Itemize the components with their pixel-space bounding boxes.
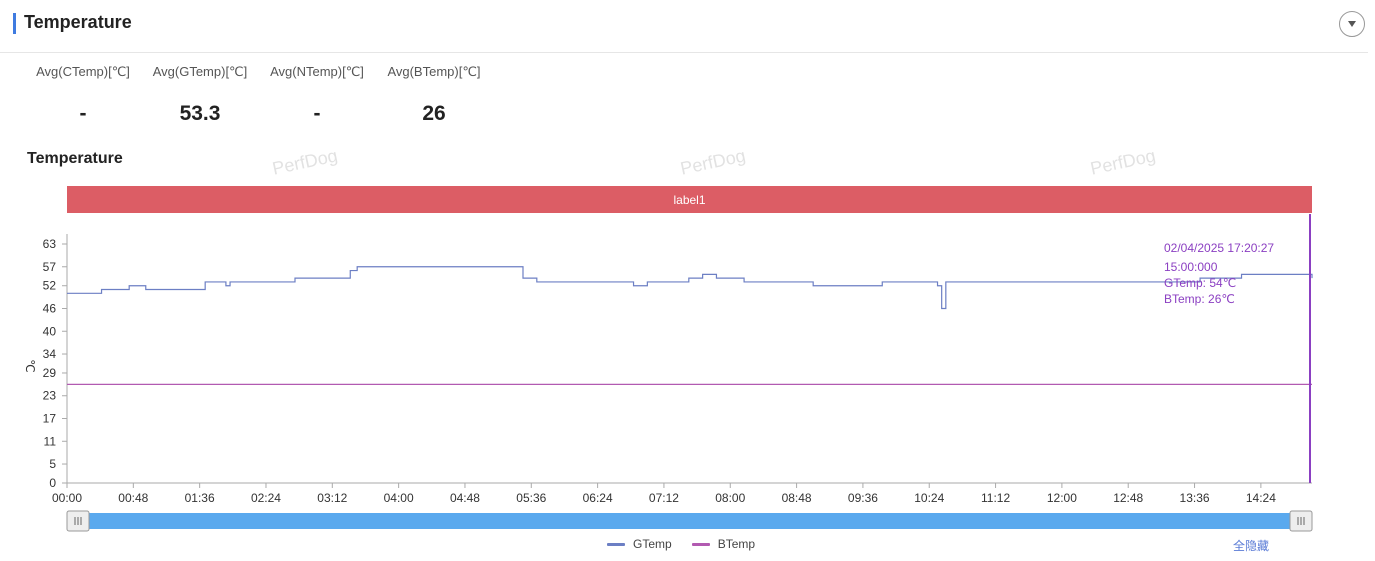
x-tick-label: 12:00 [1047,491,1077,505]
collapse-button[interactable] [1339,11,1365,37]
y-tick-label: 11 [44,434,57,448]
x-tick-label: 05:36 [516,491,546,505]
hide-all-button[interactable]: 全隐藏 [1233,539,1270,553]
tooltip-time: 02/04/2025 17:20:27 [1164,241,1274,255]
x-tick-label: 00:48 [118,491,148,505]
stat-value: 26 [422,102,446,125]
y-axis-label: ℃ [23,359,37,372]
y-tick-label: 52 [43,279,57,293]
y-tick-label: 23 [43,389,57,403]
stat-gtemp: Avg(GTemp)[℃] 53.3 [140,62,260,126]
label-band [67,186,1312,213]
zoom-slider-track[interactable] [77,513,1302,529]
chart-title: Temperature [27,150,123,167]
y-tick-label: 17 [43,412,57,426]
legend: GTemp BTemp [607,537,755,551]
x-tick-label: 01:36 [185,491,215,505]
x-tick-label: 11:12 [981,491,1010,505]
stat-ctemp: Avg(CTemp)[℃] - [23,62,143,126]
panel-title: Temperature [24,12,132,32]
legend-swatch [691,542,710,546]
x-tick-label: 07:12 [649,491,679,505]
legend-swatch [607,542,625,546]
legend-label: BTemp [717,537,756,551]
x-tick-label: 00:00 [52,491,82,505]
legend-label: GTemp [633,537,672,551]
stat-ntemp: Avg(NTemp)[℃] - [257,62,377,126]
x-tick-label: 14:24 [1246,491,1276,505]
panel-header: Temperature [0,0,1368,53]
series-line-gtemp [67,266,1313,310]
stat-label: Avg(CTemp)[℃] [36,64,130,79]
stat-value: - [313,102,321,125]
stat-btemp: Avg(BTemp)[℃] 26 [374,62,494,126]
caret-down-icon [1348,21,1356,27]
x-tick-label: 12:48 [1113,491,1143,505]
x-tick-label: 04:00 [384,491,414,505]
x-tick-label: 06:24 [583,491,613,505]
y-tick-label: 63 [43,237,57,251]
stat-value: - [79,102,87,125]
x-tick-label: 04:48 [450,491,480,505]
stat-value: 53.3 [179,102,221,125]
x-tick-label: 13:36 [1180,491,1210,505]
x-tick-label: 02:24 [251,491,281,505]
y-tick-label: 46 [43,301,57,315]
label-band-text: label1 [673,193,705,207]
header-accent-bar [13,13,16,34]
x-tick-label: 10:24 [914,491,944,505]
y-tick-label: 0 [49,476,56,490]
stat-label: Avg(GTemp)[℃] [152,64,248,79]
tooltip-line: BTemp: 26℃ [1164,292,1235,306]
stat-label: Avg(BTemp)[℃] [387,64,481,79]
x-tick-label: 08:48 [782,491,812,505]
y-tick-label: 29 [43,366,57,380]
y-tick-label: 57 [43,260,57,274]
tooltip-line: GTemp: 54℃ [1164,276,1236,290]
legend-item-btemp[interactable]: BTemp [691,537,756,551]
x-tick-label: 08:00 [715,491,745,505]
y-tick-label: 34 [43,347,57,361]
y-tick-label: 40 [43,324,57,338]
x-tick-label: 03:12 [317,491,347,505]
stat-label: Avg(NTemp)[℃] [270,64,364,79]
tooltip-elapsed: 15:00:000 [1164,260,1218,274]
x-tick-label: 09:36 [848,491,878,505]
y-tick-label: 5 [49,457,56,471]
legend-item-gtemp[interactable]: GTemp [607,537,672,551]
